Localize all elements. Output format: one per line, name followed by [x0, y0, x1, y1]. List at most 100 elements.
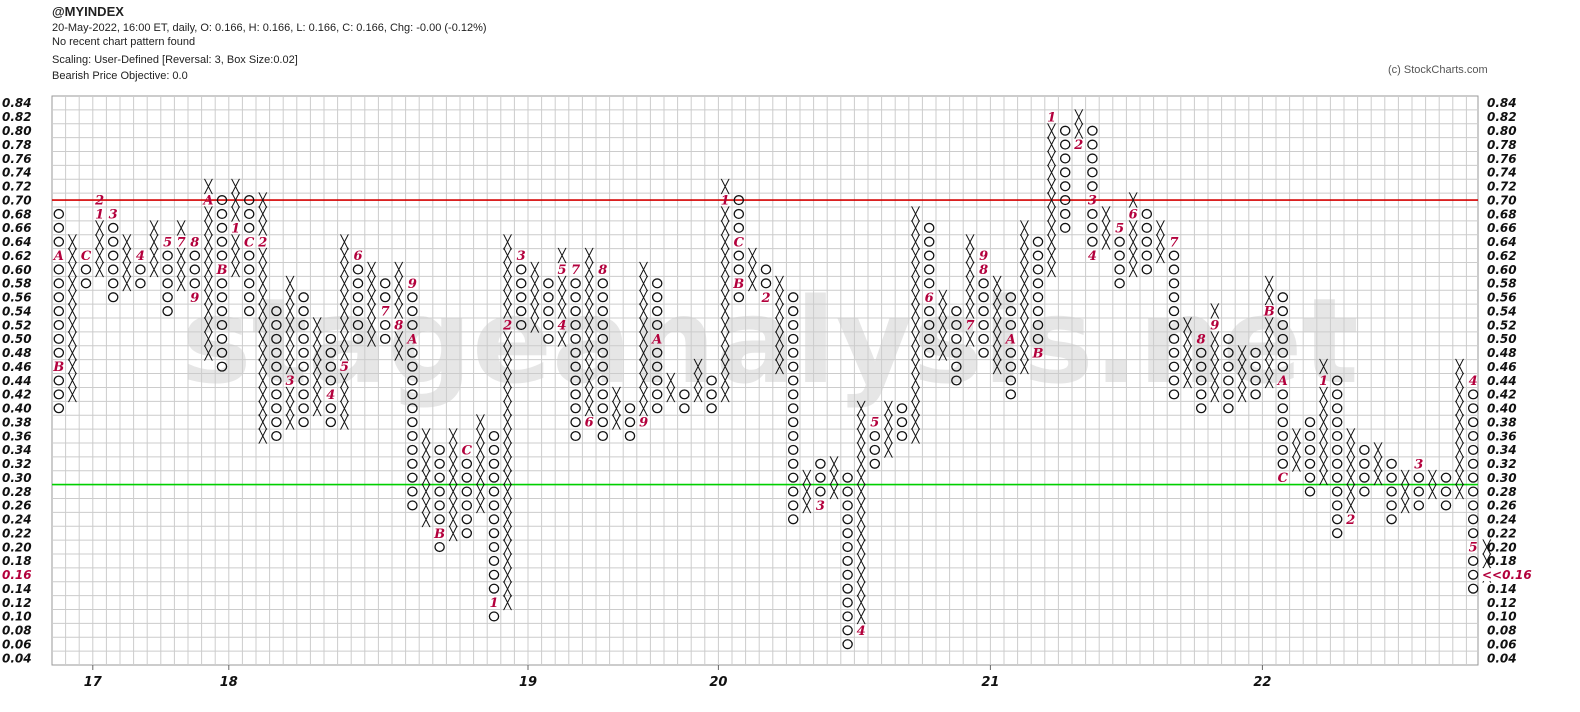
- x-box: ╳: [584, 261, 594, 278]
- month-marker: 6: [585, 416, 594, 431]
- x-box: ╳: [1427, 469, 1437, 486]
- month-marker: C: [1278, 471, 1289, 486]
- x-box: ╳: [367, 261, 377, 278]
- month-marker: A: [650, 332, 662, 347]
- y-tick-left: 0.48: [2, 346, 32, 360]
- x-box: ╳: [231, 247, 241, 264]
- o-box: [325, 417, 337, 428]
- o-box: [379, 333, 391, 344]
- pf-column: 8: [1195, 332, 1207, 414]
- month-marker: 5: [1115, 221, 1124, 236]
- pf-column: 89: [978, 249, 989, 358]
- x-tick-label: 18: [220, 675, 238, 690]
- month-marker: 4: [857, 624, 866, 639]
- x-box: ╳: [584, 358, 594, 375]
- x-box: ╳: [1319, 414, 1329, 431]
- o-box: [597, 375, 609, 386]
- x-box: ╳: [911, 233, 921, 250]
- x-box: ╳: [911, 414, 921, 431]
- pf-column: [951, 306, 962, 386]
- y-tick-right: 0.76: [1487, 152, 1517, 166]
- o-box: [1087, 139, 1098, 150]
- o-box: [1359, 486, 1370, 497]
- x-box: ╳: [911, 303, 921, 320]
- x-box: ╳: [503, 358, 513, 375]
- o-box: [407, 472, 418, 483]
- pf-column: ╳╳╳╳╳╳╳╳╳╳╳╳╳╳╳╳╳╳╳╳2╳╳╳╳╳╳: [502, 233, 513, 611]
- x-box: ╳: [1047, 150, 1057, 167]
- x-box: ╳: [339, 372, 349, 389]
- x-box: ╳: [312, 344, 322, 361]
- y-tick-right: 0.08: [1487, 624, 1517, 638]
- o-box: [842, 472, 853, 483]
- x-box: ╳: [503, 386, 513, 403]
- x-box: ╳: [584, 372, 594, 389]
- o-box: [1087, 125, 1098, 136]
- x-box: ╳: [1155, 247, 1165, 264]
- o-box: [1141, 264, 1153, 275]
- month-marker: 2: [1073, 138, 1083, 153]
- o-box: [1168, 264, 1180, 275]
- o-box: [570, 333, 581, 344]
- o-box: [733, 195, 745, 206]
- y-tick-right: 0.72: [1487, 180, 1517, 194]
- o-box: [787, 500, 799, 511]
- o-box: [1195, 361, 1207, 372]
- x-box: ╳: [911, 358, 921, 375]
- pf-column: A: [1004, 292, 1017, 400]
- o-box: [1250, 375, 1261, 386]
- x-box: ╳: [67, 275, 77, 292]
- o-box: [216, 361, 228, 372]
- o-box: [162, 292, 173, 303]
- o-box: [651, 347, 663, 358]
- pf-column: ╳╳╳: [747, 247, 757, 292]
- o-box: [923, 264, 935, 275]
- x-box: ╳: [1074, 122, 1084, 139]
- o-box: [923, 236, 935, 247]
- month-marker: 2: [257, 235, 267, 250]
- x-box: ╳: [1319, 386, 1329, 403]
- pf-column: ╳╳╳╳╳╳╳: [475, 414, 485, 514]
- x-box: ╳: [802, 469, 812, 486]
- o-box: [869, 458, 881, 469]
- x-box: ╳: [911, 219, 921, 236]
- o-box: [1032, 292, 1044, 303]
- y-tick-left: 0.32: [2, 457, 32, 471]
- x-box: ╳: [1128, 261, 1138, 278]
- x-box: ╳: [911, 247, 921, 264]
- pf-column: CA: [1276, 292, 1289, 486]
- o-box: [787, 486, 799, 497]
- x-box: ╳: [503, 441, 513, 458]
- x-box: ╳: [503, 275, 513, 292]
- pf-column: ╳╳╳1╳╳╳: [231, 178, 241, 278]
- x-box: ╳: [394, 303, 404, 320]
- y-tick-right: 0.18: [1487, 554, 1517, 568]
- x-box: ╳: [1455, 358, 1465, 375]
- x-box: ╳: [285, 358, 295, 375]
- o-box: [53, 222, 65, 233]
- o-box: [271, 361, 282, 372]
- x-box: ╳: [285, 303, 295, 320]
- y-tick-right: 0.32: [1487, 457, 1517, 471]
- x-box: ╳: [285, 330, 295, 347]
- x-box: ╳: [911, 428, 921, 445]
- y-tick-right: 0.22: [1487, 526, 1517, 540]
- x-box: ╳: [1101, 219, 1111, 236]
- x-box: ╳: [448, 455, 458, 472]
- pf-column: ╳╳╳╳╳: [1183, 317, 1193, 390]
- month-marker: B: [216, 263, 228, 278]
- pf-column: ╳╳╳7╳: [176, 219, 186, 292]
- o-box: [1087, 236, 1098, 247]
- x-box: ╳: [231, 178, 241, 195]
- o-box: [271, 306, 282, 317]
- o-box: [216, 236, 228, 247]
- x-box: ╳: [802, 497, 812, 514]
- x-box: ╳: [992, 275, 1002, 292]
- x-box: ╳: [258, 206, 268, 223]
- o-box: [1467, 389, 1479, 400]
- pf-column: C: [80, 249, 92, 289]
- month-marker: 1: [1047, 110, 1056, 125]
- x-box: ╳: [1101, 206, 1111, 223]
- pf-column: 4╳╳╳╳╳╳╳╳╳╳╳╳╳╳╳╳: [856, 400, 866, 639]
- x-box: ╳: [1455, 441, 1465, 458]
